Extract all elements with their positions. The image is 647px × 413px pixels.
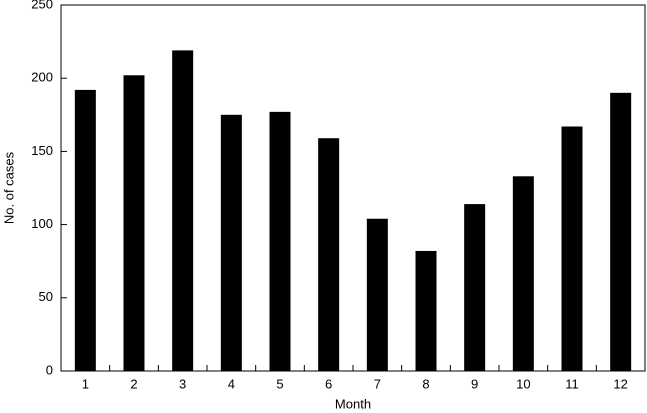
y-tick-label: 200	[31, 70, 53, 85]
x-tick-label: 8	[422, 376, 429, 391]
bar	[610, 92, 632, 371]
bar	[366, 218, 388, 371]
bar	[561, 126, 583, 372]
x-tick-label: 9	[471, 376, 478, 391]
bar	[512, 176, 534, 371]
x-tick-label: 11	[565, 376, 579, 391]
bar	[220, 114, 242, 372]
x-tick-label: 2	[130, 376, 137, 391]
x-axis-label: Month	[335, 396, 371, 411]
x-tick-label: 1	[82, 376, 89, 391]
y-tick-label: 150	[31, 143, 53, 158]
y-tick-label: 50	[39, 289, 53, 304]
bar	[172, 50, 194, 371]
bar	[415, 250, 437, 371]
y-tick-label: 250	[31, 0, 53, 11]
y-tick-label: 0	[46, 362, 53, 377]
x-tick-label: 6	[325, 376, 332, 391]
bar	[74, 89, 96, 372]
bar	[269, 111, 291, 371]
x-tick-label: 12	[613, 376, 627, 391]
y-tick-label: 100	[31, 216, 53, 231]
x-tick-label: 5	[276, 376, 283, 391]
bar	[318, 138, 340, 371]
bar	[464, 204, 486, 371]
x-tick-label: 7	[374, 376, 381, 391]
bar	[123, 75, 145, 371]
x-tick-label: 4	[228, 376, 235, 391]
x-tick-label: 3	[179, 376, 186, 391]
x-tick-label: 10	[516, 376, 530, 391]
y-axis-label: No. of cases	[1, 151, 16, 224]
plot-frame	[60, 4, 646, 372]
